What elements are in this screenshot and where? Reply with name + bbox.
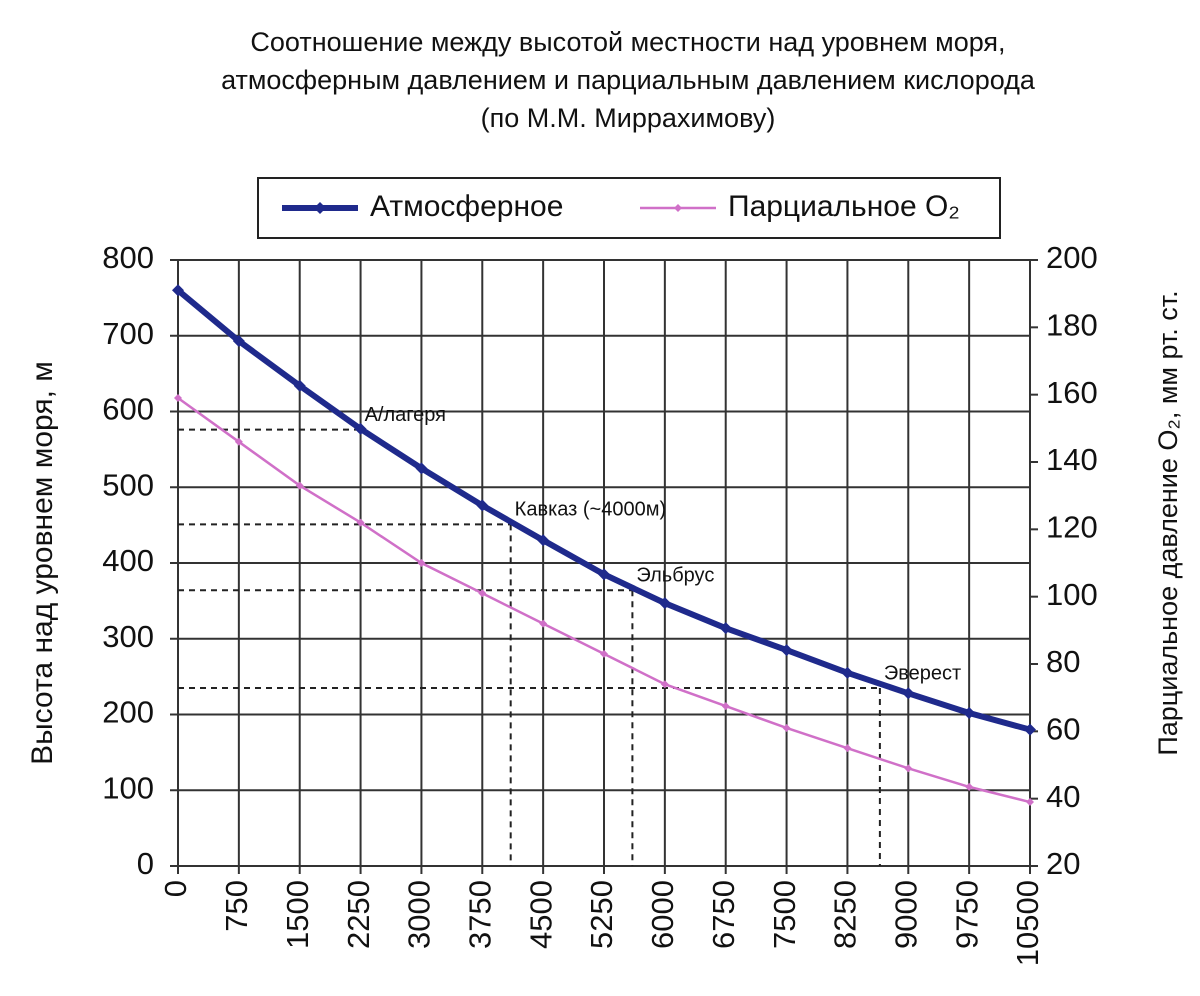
y2-tick-label: 200 — [1046, 240, 1098, 275]
point-marker — [537, 534, 550, 547]
y-tick-label: 0 — [137, 846, 154, 881]
point-marker — [963, 706, 976, 719]
x-tick-label: 4500 — [523, 880, 558, 949]
plot-frame — [177, 259, 1031, 867]
x-tick-label: 6750 — [706, 880, 741, 949]
x-tick-label: 1500 — [280, 880, 315, 949]
point-marker — [721, 702, 730, 711]
x-tick-label: 7500 — [767, 880, 802, 949]
y2-tick-label: 80 — [1046, 644, 1080, 679]
legend-label: Атмосферное — [370, 190, 563, 223]
point-marker — [539, 619, 548, 628]
y2-tick-label: 100 — [1046, 577, 1098, 612]
point-marker — [719, 622, 732, 635]
x-tick-label: 8250 — [828, 880, 863, 949]
x-tick-label: 2250 — [341, 880, 376, 949]
y2-tick-label: 40 — [1046, 779, 1080, 814]
y2-tick-label: 20 — [1046, 846, 1080, 881]
point-marker — [232, 335, 245, 348]
legend-box — [257, 177, 1001, 239]
legend-label: Парциальное O₂ — [728, 190, 960, 223]
point-marker — [476, 499, 489, 512]
y-axis-label: Высота над уровнем моря, м — [26, 361, 59, 765]
y-tick-label: 500 — [102, 467, 154, 502]
y-tick-label: 300 — [102, 619, 154, 654]
y2-tick-label: 120 — [1046, 510, 1098, 545]
x-tick-label: 3000 — [402, 880, 437, 949]
y-tick-label: 200 — [102, 695, 154, 730]
y-tick-label: 100 — [102, 770, 154, 805]
chart-title: Соотношение между высотой местности над … — [250, 27, 1005, 57]
x-tick-label: 6000 — [645, 880, 680, 949]
point-marker — [658, 597, 671, 610]
point-marker — [174, 394, 182, 403]
legend-marker — [314, 202, 326, 214]
x-tick-label: 9000 — [888, 880, 923, 949]
point-marker — [902, 687, 915, 700]
point-marker — [841, 666, 854, 679]
point-marker — [478, 589, 487, 598]
point-marker — [843, 744, 852, 753]
y2-axis-label: Парциальное давление O₂, мм рт. ст. — [1153, 290, 1183, 755]
point-marker — [354, 422, 367, 435]
point-marker — [356, 518, 365, 527]
chart-title: (по М.М. Миррахимову) — [481, 103, 776, 133]
point-marker — [234, 437, 243, 446]
point-marker — [598, 568, 610, 581]
point-marker — [1024, 723, 1036, 736]
y2-tick-label: 180 — [1046, 308, 1098, 343]
point-marker — [660, 680, 669, 689]
chart-title: атмосферным давлением и парциальным давл… — [221, 65, 1036, 95]
x-tick-label: 5250 — [584, 880, 619, 949]
x-tick-label: 0 — [158, 880, 193, 897]
point-marker — [295, 481, 304, 490]
x-tick-label: 9750 — [949, 880, 984, 949]
point-marker — [600, 649, 608, 658]
annotation-label: Кавказ (~4000м) — [515, 499, 666, 521]
y-tick-label: 600 — [102, 392, 154, 427]
legend-marker — [674, 204, 682, 212]
x-tick-label: 3750 — [462, 880, 497, 949]
point-marker — [780, 644, 793, 657]
annotation-label: Эльбрус — [636, 565, 714, 587]
point-marker — [415, 462, 428, 475]
annotation-label: Эверест — [884, 662, 961, 684]
y2-tick-label: 160 — [1046, 375, 1098, 410]
point-marker — [904, 764, 913, 773]
point-marker — [782, 723, 791, 732]
y-tick-label: 400 — [102, 543, 154, 578]
point-marker — [172, 284, 184, 297]
x-tick-label: 750 — [219, 880, 254, 932]
y-tick-label: 700 — [102, 316, 154, 351]
y-tick-label: 800 — [102, 240, 154, 275]
point-marker — [1026, 798, 1034, 807]
point-marker — [965, 782, 974, 791]
y2-tick-label: 60 — [1046, 712, 1080, 747]
point-marker — [293, 379, 306, 392]
x-tick-label: 10500 — [1010, 880, 1045, 966]
point-marker — [417, 559, 426, 567]
annotation-label: А/лагеря — [365, 404, 446, 426]
y2-tick-label: 140 — [1046, 442, 1098, 477]
